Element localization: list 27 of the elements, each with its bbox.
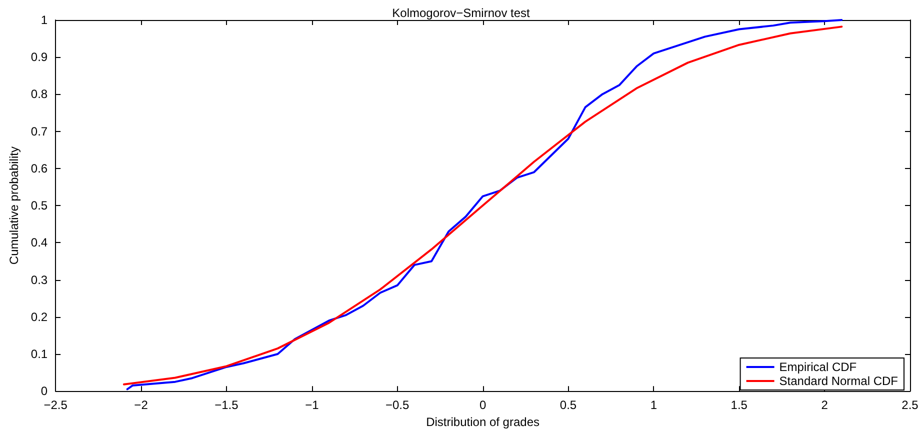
chart-title: Kolmogorov−Smirnov test	[392, 6, 531, 20]
y-tick-label: 0.8	[30, 87, 48, 102]
y-tick-label: 0	[40, 384, 48, 398]
x-tick-label: −1	[305, 398, 320, 412]
x-tick-label: 2	[821, 398, 828, 412]
x-tick-label: −1.5	[214, 398, 239, 412]
legend-label: Standard Normal CDF	[779, 374, 898, 388]
x-tick-label: 0.5	[560, 398, 577, 412]
x-tick-label: 1.5	[730, 398, 748, 412]
x-tick-label: 1	[650, 398, 658, 412]
y-axis-title: Cumulative probability	[7, 146, 21, 265]
x-tick-label: 2.5	[902, 398, 919, 412]
y-tick-label: 0.7	[30, 124, 48, 138]
y-tick-label: 0.4	[30, 236, 48, 250]
y-tick-label: 0.9	[30, 50, 48, 64]
x-axis-title: Distribution of grades	[426, 415, 540, 429]
y-tick-label: 0.3	[30, 272, 48, 287]
y-tick-label: 0.1	[30, 346, 48, 361]
x-tick-label: 0	[479, 398, 486, 412]
x-tick-label: −0.5	[385, 398, 410, 412]
legend-label: Empirical CDF	[779, 360, 857, 374]
y-tick-label: 0.5	[30, 198, 48, 213]
y-tick-label: 0.6	[30, 161, 48, 176]
x-tick-label: −2	[134, 398, 148, 412]
y-tick-label: 1	[40, 13, 48, 27]
y-tick-label: 0.2	[30, 310, 48, 324]
x-tick-label: −2.5	[44, 398, 68, 412]
